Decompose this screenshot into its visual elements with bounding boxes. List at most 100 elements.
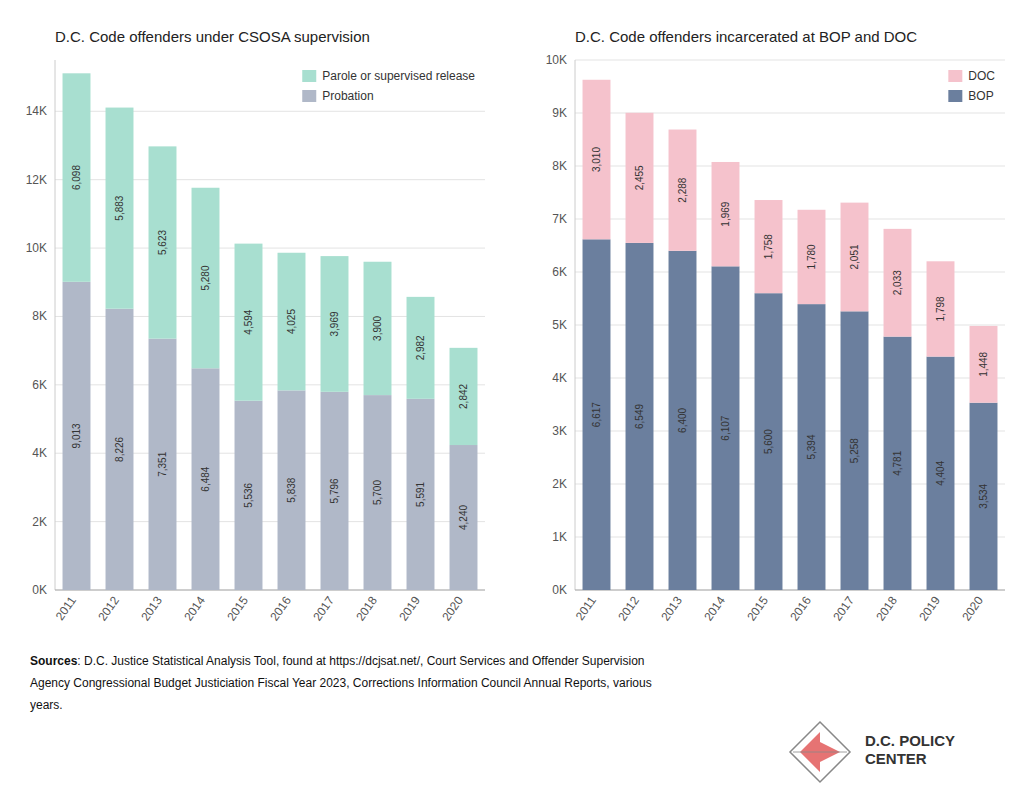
y-tick-label: 9K [552, 106, 567, 120]
source-text: years. [30, 698, 63, 712]
data-label: 3,010 [591, 147, 602, 172]
panel: D.C. Code offenders incarcerated at BOP … [546, 28, 1005, 624]
source-label: Sources [30, 654, 78, 668]
data-label: 5,796 [329, 478, 340, 503]
legend-label: BOP [968, 89, 993, 103]
data-label: 2,842 [458, 383, 469, 408]
bar [149, 146, 177, 338]
logo-diamond [790, 722, 850, 782]
x-tick-label: 2016 [267, 593, 294, 623]
y-tick-label: 10K [546, 53, 567, 67]
y-tick-label: 3K [552, 424, 567, 438]
legend-label: Parole or supervised release [322, 69, 475, 83]
legend-label: DOC [968, 69, 995, 83]
data-label: 4,594 [243, 309, 254, 334]
x-tick-label: 2012 [615, 593, 642, 623]
bar [626, 243, 654, 590]
data-label: 5,700 [372, 480, 383, 505]
legend-swatch [948, 90, 962, 102]
logo-text: CENTER [865, 750, 927, 767]
data-label: 8,226 [114, 436, 125, 461]
y-tick-label: 2K [32, 515, 47, 529]
bar [106, 309, 134, 590]
x-tick-label: 2013 [658, 593, 685, 623]
bar [583, 239, 611, 590]
bar [669, 130, 697, 251]
data-label: 2,455 [634, 165, 645, 190]
data-label: 6,549 [634, 404, 645, 429]
logo-line [793, 752, 847, 753]
y-axis-line [575, 60, 576, 590]
data-labels: 9,0138,2267,3516,4845,5365,8385,7965,700… [71, 165, 469, 530]
bar [927, 357, 955, 590]
data-label: 5,536 [243, 482, 254, 507]
x-tick-label: 2017 [310, 593, 337, 623]
x-tick-label: 2012 [95, 593, 122, 623]
x-tick-label: 2020 [439, 593, 466, 623]
bar [192, 188, 220, 369]
bar [970, 326, 998, 403]
data-label: 6,098 [71, 165, 82, 190]
bar [927, 261, 955, 356]
y-tick-label: 10K [26, 241, 47, 255]
data-label: 3,969 [329, 311, 340, 336]
data-labels: 6,6176,5496,4006,1075,6005,3945,2584,781… [591, 147, 989, 509]
x-tick-label: 2011 [53, 593, 79, 622]
y-tick-label: 8K [32, 309, 47, 323]
y-tick-label: 4K [32, 446, 47, 460]
y-tick-label: 0K [32, 583, 47, 597]
bar [364, 262, 392, 395]
annotations: Sources: D.C. Justice Statistical Analys… [30, 654, 955, 782]
y-tick-label: 1K [552, 530, 567, 544]
x-tick-label: 2018 [353, 593, 380, 623]
bar [970, 403, 998, 590]
bar [755, 200, 783, 293]
bars [63, 73, 478, 590]
bar [884, 337, 912, 590]
data-label: 1,969 [720, 201, 731, 226]
bar [841, 203, 869, 312]
y-axis-line [55, 60, 56, 590]
data-label: 4,404 [935, 460, 946, 485]
x-tick-label: 2019 [396, 593, 423, 623]
bar [407, 399, 435, 590]
x-tick-label: 2018 [873, 593, 900, 623]
bar [407, 297, 435, 399]
legend: Parole or supervised releaseProbation [302, 69, 475, 103]
legend-swatch [948, 70, 962, 82]
x-tick-label: 2013 [138, 593, 165, 623]
bar [798, 210, 826, 304]
data-label: 3,534 [978, 483, 989, 508]
x-tick-label: 2019 [916, 593, 943, 623]
x-tick-label: 2015 [744, 593, 771, 623]
y-tick-label: 6K [32, 378, 47, 392]
data-label: 1,798 [935, 296, 946, 321]
grid-line [575, 60, 1005, 61]
bar [235, 244, 263, 401]
data-label: 5,838 [286, 477, 297, 502]
data-label: 1,780 [806, 244, 817, 269]
bar [63, 73, 91, 282]
data-label: 7,351 [157, 451, 168, 476]
data-label: 3,900 [372, 315, 383, 340]
data-label: 2,051 [849, 244, 860, 269]
data-label: 5,623 [157, 230, 168, 255]
x-tick-label: 2014 [701, 593, 728, 623]
logo-icon [790, 722, 850, 782]
data-label: 6,400 [677, 407, 688, 432]
source-text: : D.C. Justice Statistical Analysis Tool… [77, 654, 644, 668]
bar [278, 390, 306, 590]
y-tick-label: 6K [552, 265, 567, 279]
data-label: 2,982 [415, 335, 426, 360]
bar [626, 113, 654, 243]
chart-root: D.C. Code offenders under CSOSA supervis… [0, 0, 1024, 805]
data-label: 1,758 [763, 234, 774, 259]
legend: DOC BOP [948, 69, 995, 103]
y-tick-label: 5K [552, 318, 567, 332]
bar [583, 80, 611, 240]
bar [106, 108, 134, 309]
y-tick-label: 14K [26, 104, 47, 118]
data-label: 4,781 [892, 450, 903, 475]
bar [235, 401, 263, 590]
data-label: 5,883 [114, 195, 125, 220]
